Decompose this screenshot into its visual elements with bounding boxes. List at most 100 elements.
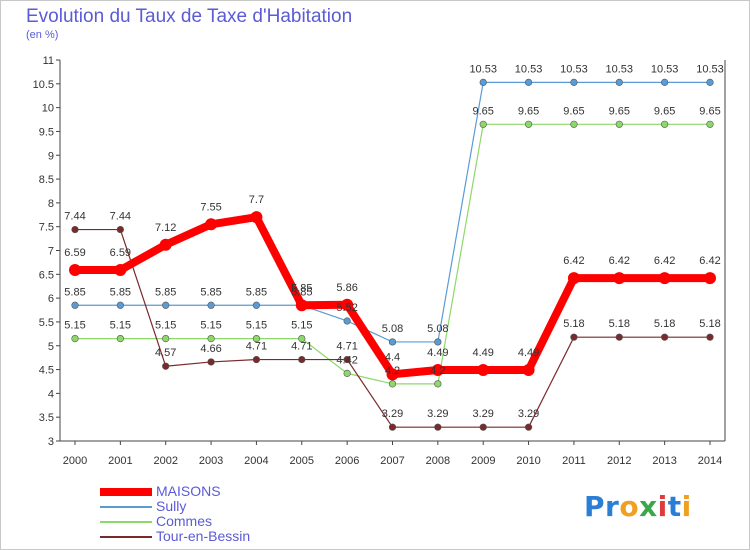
data-point-sully (343, 317, 351, 325)
data-label-tour-en-bessin: 5.18 (699, 318, 720, 330)
data-point-sully (706, 78, 714, 86)
data-point-sully (388, 338, 397, 346)
data-label-commes: 9.65 (654, 105, 675, 117)
series-tour-en-bessin (71, 225, 714, 431)
data-label-sully: 5.52 (336, 302, 357, 314)
y-tick-label: 9 (48, 150, 54, 162)
data-label-tour-en-bessin: 4.71 (246, 341, 267, 353)
data-label-sully: 5.85 (155, 286, 176, 298)
data-label-maisons: 4.4 (385, 351, 400, 363)
data-label-maisons: 4.49 (518, 347, 539, 359)
data-label-tour-en-bessin: 3.29 (518, 408, 539, 420)
y-tick-label: 11 (43, 55, 54, 67)
data-label-maisons: 7.55 (200, 201, 221, 213)
y-tick-label: 3 (48, 436, 54, 448)
data-label-tour-en-bessin: 4.71 (291, 341, 312, 353)
y-tick-label: 5.5 (39, 317, 54, 329)
data-label-tour-en-bessin: 3.29 (427, 408, 448, 420)
legend-swatch-maisons (100, 488, 152, 496)
legend-swatch-commes (100, 521, 152, 523)
x-tick-label: 2003 (199, 455, 223, 467)
data-point-sully (71, 301, 79, 309)
y-tick-label: 5 (48, 341, 54, 353)
data-label-maisons: 6.59 (64, 247, 85, 259)
data-point-maisons (613, 272, 626, 285)
data-label-sully: 10.53 (469, 63, 497, 75)
data-point-maisons (522, 364, 535, 377)
data-point-commes (661, 120, 669, 128)
data-point-maisons (567, 272, 580, 285)
data-point-commes (116, 335, 124, 343)
data-label-commes: 4.42 (336, 354, 357, 366)
y-tick-label: 8.5 (39, 174, 54, 186)
data-point-sully (524, 78, 533, 86)
legend-label-sully: Sully (156, 498, 187, 514)
data-label-commes: 5.15 (155, 320, 176, 332)
data-point-commes (207, 335, 215, 343)
data-point-tour-en-bessin (570, 333, 578, 341)
data-point-commes (524, 120, 533, 128)
chart-axes: 3 3.5 4 4.5 5 5.5 6 6.5 7 7.5 8 8.5 9 9.5 10 10.5 11 2000… (33, 55, 726, 467)
data-label-sully: 10.53 (606, 63, 634, 75)
data-label-tour-en-bessin: 3.29 (473, 408, 494, 420)
data-point-maisons (704, 272, 716, 285)
y-tick-label: 3.5 (39, 412, 54, 424)
data-point-sully (116, 301, 124, 309)
y-tick-label: 4.5 (39, 365, 54, 377)
data-point-commes (298, 335, 306, 343)
data-point-tour-en-bessin (479, 423, 487, 431)
data-point-tour-en-bessin (661, 333, 669, 341)
data-point-maisons (205, 218, 218, 231)
x-tick-label: 2005 (290, 455, 314, 467)
y-tick-label: 9.5 (39, 126, 54, 138)
data-point-maisons (295, 299, 308, 312)
data-label-maisons: 4.49 (473, 347, 494, 359)
data-point-commes (252, 335, 261, 343)
proxiti-logo: Proxiti (584, 490, 692, 523)
series-layer (69, 78, 716, 431)
data-label-commes: 5.15 (64, 320, 85, 332)
x-tick-label: 2007 (380, 455, 404, 467)
series-commes (71, 120, 714, 388)
legend-swatch-tour-en-bessin (100, 536, 152, 538)
series-sully (71, 78, 714, 346)
data-point-maisons (159, 238, 172, 251)
legend-label-tour-en-bessin: Tour-en-Bessin (156, 528, 251, 544)
data-point-sully (479, 78, 487, 86)
data-label-sully: 5.08 (382, 323, 403, 335)
data-label-commes: 9.65 (563, 105, 584, 117)
y-tick-label: 8 (48, 198, 54, 210)
x-tick-label: 2009 (471, 455, 495, 467)
data-point-maisons (250, 211, 263, 224)
data-point-commes (479, 120, 487, 128)
x-tick-label: 2002 (153, 455, 177, 467)
data-label-commes: 4.2 (385, 365, 400, 377)
data-label-sully: 5.85 (246, 286, 267, 298)
data-label-tour-en-bessin: 4.66 (200, 343, 221, 355)
data-label-sully: 10.53 (560, 63, 588, 75)
data-point-commes (388, 380, 397, 388)
x-tick-label: 2004 (244, 455, 268, 467)
data-label-maisons: 4.49 (427, 347, 448, 359)
x-tick-label: 2011 (562, 455, 586, 467)
data-label-commes: 5.15 (110, 320, 131, 332)
data-point-commes (615, 120, 623, 128)
data-label-maisons: 6.42 (654, 255, 675, 267)
data-label-maisons: 7.12 (155, 222, 176, 234)
data-label-commes: 9.65 (609, 105, 630, 117)
legend-label-maisons: MAISONS (156, 483, 221, 499)
data-point-commes (162, 335, 170, 343)
data-label-tour-en-bessin: 5.18 (563, 318, 584, 330)
data-point-sully (162, 301, 170, 309)
data-point-sully (252, 301, 261, 309)
data-label-sully: 10.53 (651, 63, 679, 75)
data-point-tour-en-bessin (388, 423, 397, 431)
data-label-commes: 5.15 (291, 320, 312, 332)
x-tick-label: 2014 (698, 455, 722, 467)
data-point-commes (570, 120, 578, 128)
data-label-maisons: 6.42 (563, 255, 584, 267)
data-label-sully: 5.85 (64, 286, 85, 298)
data-point-tour-en-bessin (116, 225, 124, 234)
data-label-maisons: 6.42 (609, 255, 630, 267)
